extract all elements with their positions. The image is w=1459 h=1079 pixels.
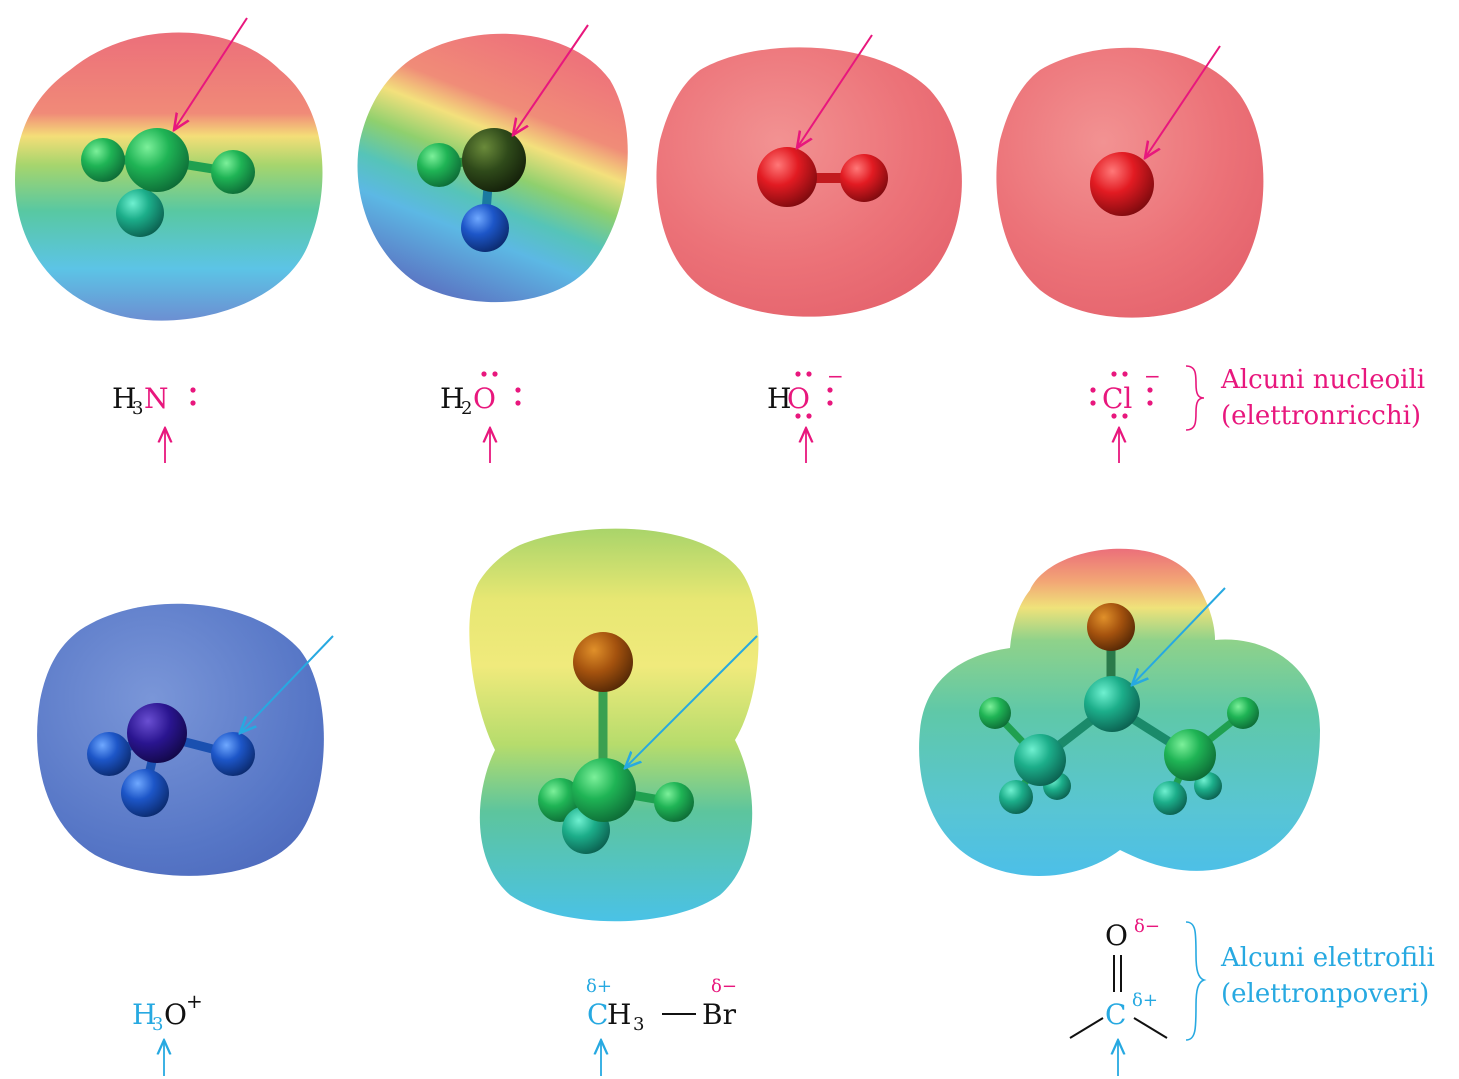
chloride-potential-map	[996, 47, 1264, 318]
nucleophile-brace	[1185, 365, 1205, 431]
chloride-lone-pair-arrow	[1145, 45, 1221, 158]
methyl-bromide-subscript: 3	[633, 1014, 644, 1035]
hydronium-hydrogen-arrow	[240, 635, 334, 733]
acetone-carbon-arrow	[1132, 587, 1226, 685]
hydroxide-potential-map	[656, 47, 962, 317]
carbonyl-delta-minus: δ−	[1134, 916, 1160, 937]
nucleophile-chloride-formula: Cl −	[1090, 364, 1161, 463]
electrophile-brace	[1185, 921, 1207, 1041]
nh3-potential-map	[15, 32, 323, 321]
hydroxide-o: O	[787, 382, 810, 415]
hydronium-subscript: 3	[152, 1014, 163, 1035]
chloride-cl: Cl	[1102, 382, 1132, 415]
nucleophile-label-line2: (elettronricchi)	[1221, 401, 1421, 431]
hydronium-o: O	[164, 998, 187, 1031]
nucleophile-hydroxide-formula: H O −	[767, 364, 844, 463]
nh3-lone-pair-arrow	[174, 17, 248, 130]
water-h: H	[440, 382, 464, 415]
methyl-bromide-delta-minus: δ−	[711, 976, 737, 997]
chloride-charge: −	[1144, 364, 1161, 388]
hydronium-potential-map	[37, 603, 324, 876]
ammonia-n: N	[144, 382, 169, 415]
methyl-bromide-carbon-arrow	[625, 635, 758, 768]
methyl-bromide-delta-plus: δ+	[586, 976, 612, 997]
hydronium-h: H	[132, 998, 156, 1031]
water-subscript: 2	[461, 398, 472, 419]
hydronium-charge: +	[186, 989, 203, 1013]
nucleophile-water-formula: H 2 O	[440, 371, 521, 463]
electrophile-carbonyl-formula: O δ− C δ+	[1069, 916, 1168, 1076]
electrophile-label-line1: Alcuni elettrofili	[1220, 943, 1435, 973]
electrophile-methyl-bromide-formula: δ+ C H 3 Br δ−	[586, 976, 737, 1076]
carbonyl-o: O	[1105, 919, 1128, 952]
nucleophile-ammonia-formula: H 3 N	[112, 382, 196, 463]
hydroxide-h: H	[767, 382, 791, 415]
ammonia-subscript: 3	[132, 398, 143, 419]
ammonia-h: H	[112, 382, 136, 415]
hydroxide-lone-pair-arrow	[797, 34, 873, 148]
electrophile-hydronium-formula: H 3 O +	[132, 989, 203, 1076]
nucleophile-label-line1: Alcuni nucleoili	[1220, 365, 1425, 395]
methyl-bromide-h: H	[607, 998, 631, 1031]
carbonyl-c: C	[1105, 998, 1126, 1031]
hydroxide-charge: −	[827, 364, 844, 388]
methyl-bromide-potential-map	[469, 528, 759, 922]
electrophile-label-line2: (elettronpoveri)	[1221, 979, 1429, 1009]
carbonyl-delta-plus: δ+	[1132, 990, 1158, 1011]
h2o-lone-pair-arrow	[513, 24, 589, 135]
water-o: O	[473, 382, 496, 415]
methyl-bromide-c: C	[587, 998, 608, 1031]
acetone-potential-map	[919, 548, 1320, 877]
h2o-potential-map	[357, 33, 628, 303]
methyl-bromide-br: Br	[702, 998, 737, 1031]
svg-text:H: H	[112, 382, 136, 415]
